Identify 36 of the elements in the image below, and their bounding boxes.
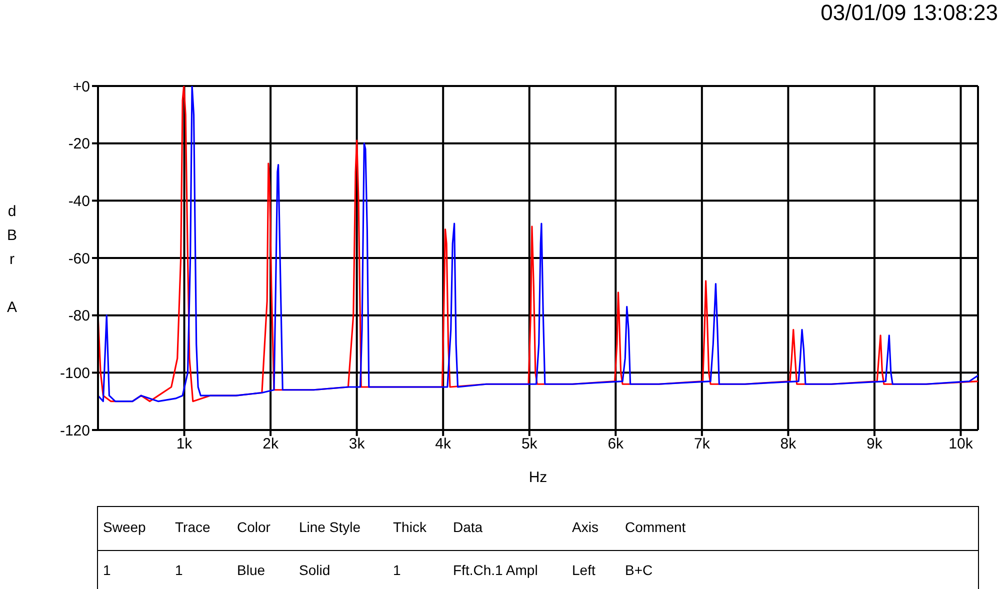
text: Trace <box>175 519 210 535</box>
text: B+C <box>625 562 653 578</box>
x-tick-label: 1k <box>176 436 193 453</box>
text: Fft.Ch.1 Ampl <box>453 562 538 578</box>
chart-title: 03/01/09 13:08:23 <box>820 0 998 26</box>
text: dBr A <box>6 203 17 316</box>
text: Blue <box>237 562 266 578</box>
text: Axis <box>572 519 598 535</box>
text: Sweep <box>103 519 146 535</box>
x-tick-label: 8k <box>780 436 797 453</box>
x-tick-label: 4k <box>435 436 452 453</box>
text: Color <box>237 519 270 535</box>
x-tick-label: 2k <box>262 436 279 453</box>
y-tick-label: -20 <box>68 136 90 153</box>
y-tick-label: -120 <box>60 422 90 440</box>
text: Solid <box>299 562 330 578</box>
y-tick-label: +0 <box>72 78 90 96</box>
x-tick-label: 6k <box>608 436 624 453</box>
x-tick-label: 3k <box>348 436 366 453</box>
x-tick-label: 10k <box>948 436 974 453</box>
y-tick-label: -60 <box>68 250 90 268</box>
x-tick-label: 7k <box>694 436 710 453</box>
text: Line Style <box>299 519 360 535</box>
text: Thick <box>393 519 426 535</box>
text: 1 <box>393 562 401 578</box>
y-tick-label: -100 <box>60 364 90 382</box>
y-tick-label: -40 <box>68 192 90 210</box>
text: Left <box>572 562 596 578</box>
text: Data <box>453 519 483 535</box>
y-tick-label: -80 <box>68 308 90 325</box>
text: Comment <box>625 519 686 535</box>
x-tick-label: 9k <box>866 436 883 453</box>
x-tick-label: 5k <box>521 436 538 453</box>
text: 1 <box>175 562 183 578</box>
text: 1 <box>103 562 111 578</box>
x-axis-title: Hz <box>528 469 548 486</box>
